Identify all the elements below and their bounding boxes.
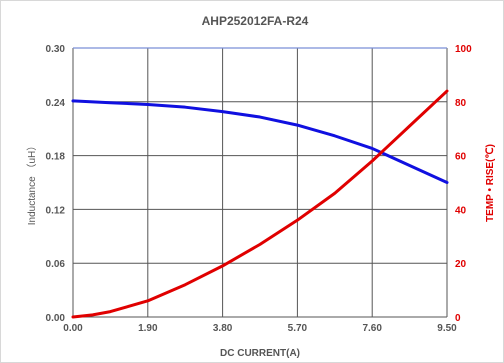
y-left-tick-label: 0.06 [46, 259, 66, 270]
y-right-tick-label: 40 [455, 205, 467, 216]
x-tick-label: 9.50 [437, 323, 457, 334]
y-right-tick-label: 0 [455, 313, 461, 324]
inductance-curve [71, 99, 449, 184]
x-tick-label: 7.60 [362, 323, 382, 334]
chart-title: AHP252012FA-R24 [202, 14, 309, 28]
y-right-tick-label: 80 [455, 98, 467, 109]
y-right-axis-label: TEMP • RISE(℃) [485, 144, 496, 222]
x-tick-label: 1.90 [138, 323, 158, 334]
grid [72, 47, 448, 318]
tick-labels: 0.00 1.90 3.80 5.70 7.60 9.50 0.00 0.06 0.12 0.18… [46, 44, 473, 334]
y-left-tick-label: 0.24 [46, 98, 66, 109]
x-tick-label: 5.70 [288, 323, 308, 334]
y-right-tick-label: 60 [455, 152, 467, 163]
y-left-tick-label: 0.00 [46, 313, 66, 324]
x-tick-label: 0.00 [63, 323, 83, 334]
series-layer [71, 89, 449, 319]
y-left-axis-label: Inductance （uH） [26, 141, 38, 226]
y-right-tick-label: 100 [455, 44, 472, 55]
temp-rise-curve [71, 89, 449, 319]
y-left-tick-label: 0.18 [46, 152, 66, 163]
y-right-tick-label: 20 [455, 259, 467, 270]
y-left-tick-label: 0.12 [46, 205, 66, 216]
y-left-tick-label: 0.30 [46, 44, 66, 55]
x-axis-label: DC CURRENT(A) [220, 348, 300, 359]
x-tick-label: 3.80 [213, 323, 233, 334]
